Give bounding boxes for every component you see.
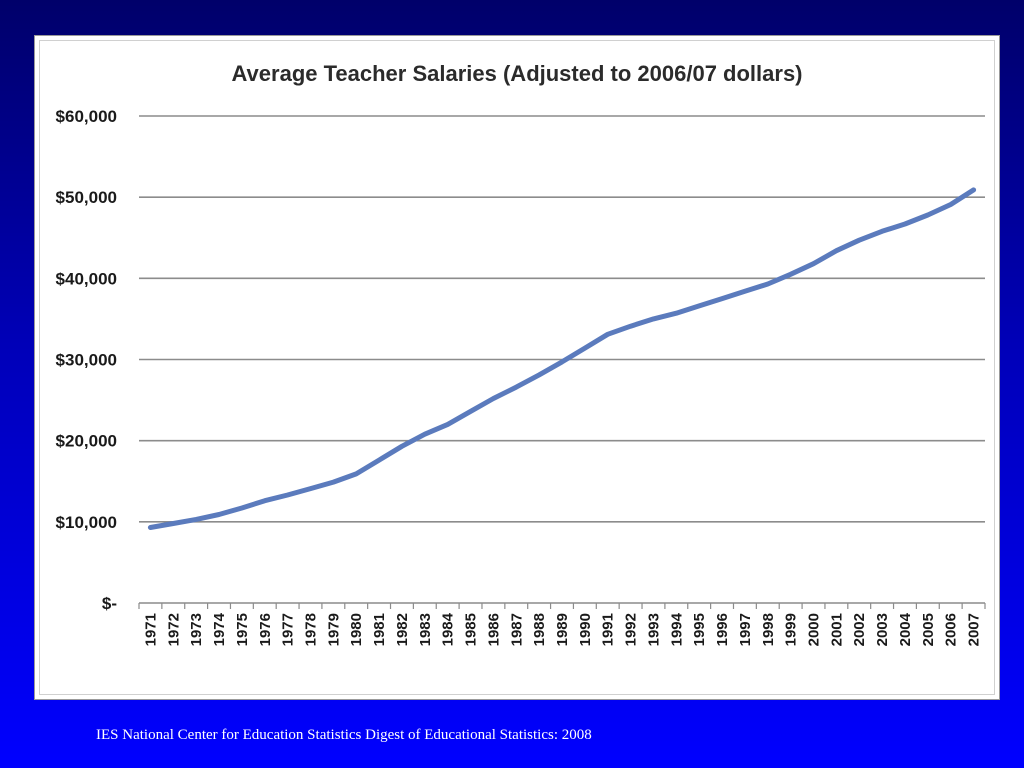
x-tick-label: 1971: [142, 613, 159, 646]
x-tick-label: 1979: [325, 613, 342, 646]
y-tick-labels: $- $10,000 $20,000 $30,000 $40,000 $50,000 $60…: [56, 107, 117, 613]
chart-title: Average Teacher Salaries (Adjusted to 20…: [231, 61, 802, 86]
x-tick-label: 1999: [783, 613, 800, 646]
x-tick-label: 2000: [806, 613, 823, 646]
x-tick-label: 1973: [188, 613, 205, 646]
x-tick-label: 1980: [348, 613, 365, 646]
x-tick-label: 1975: [234, 613, 251, 646]
x-tick-label: 1981: [371, 613, 388, 646]
x-tick-label: 1974: [211, 612, 228, 646]
x-tick-label: 1995: [691, 613, 708, 646]
x-tick-label: 1994: [668, 612, 685, 646]
x-tick-label: 1987: [508, 613, 525, 646]
x-tick-label: 2007: [966, 613, 983, 646]
x-tick-label: 2001: [828, 613, 845, 646]
y-tick-label: $40,000: [56, 269, 117, 288]
gridlines: [139, 115, 985, 523]
x-tick-label: 1991: [600, 613, 617, 646]
y-tick-label: $50,000: [56, 188, 117, 207]
y-tick-label: $30,000: [56, 351, 117, 370]
x-tick-label: 1993: [645, 613, 662, 646]
x-tick-label: 1992: [623, 613, 640, 646]
y-tick-label: $-: [102, 594, 117, 613]
x-tick-labels: 1971 1972 1973 1974 1975 1976 1977 1978 1979 1980…: [142, 612, 982, 646]
y-tick-label: $60,000: [56, 107, 117, 126]
line-chart: Average Teacher Salaries (Adjusted to 20…: [56, 61, 986, 646]
chart-inner-border: [39, 40, 995, 695]
x-tick-label: 1976: [257, 613, 274, 646]
source-note: IES National Center for Education Statis…: [96, 727, 592, 743]
chart-frame: Average Teacher Salaries (Adjusted to 20…: [34, 35, 1000, 700]
x-tick-label: 1983: [417, 613, 434, 646]
x-tick-label: 2002: [851, 613, 868, 646]
x-axis: [138, 602, 986, 609]
x-tick-label: 1978: [302, 613, 319, 646]
y-tick-label: $20,000: [56, 432, 117, 451]
x-tick-label: 1988: [531, 613, 548, 646]
x-tick-label: 1990: [577, 613, 594, 646]
x-tick-label: 2003: [874, 613, 891, 646]
x-tick-label: 2006: [943, 613, 960, 646]
x-tick-label: 1986: [485, 613, 502, 646]
x-tick-label: 2005: [920, 613, 937, 646]
x-tick-label: 1982: [394, 613, 411, 646]
x-tick-label: 1984: [440, 612, 457, 646]
series: [147, 187, 977, 530]
x-tick-label: 1996: [714, 613, 731, 646]
x-tick-label: 2004: [897, 612, 914, 646]
x-tick-label: 1985: [463, 613, 480, 646]
y-tick-label: $10,000: [56, 513, 117, 532]
x-tick-label: 1989: [554, 613, 571, 646]
series-line: [147, 187, 977, 530]
x-tick-label: 1997: [737, 613, 754, 646]
x-tick-label: 1977: [280, 613, 297, 646]
x-tick-label: 1972: [165, 613, 182, 646]
x-tick-label: 1998: [760, 613, 777, 646]
